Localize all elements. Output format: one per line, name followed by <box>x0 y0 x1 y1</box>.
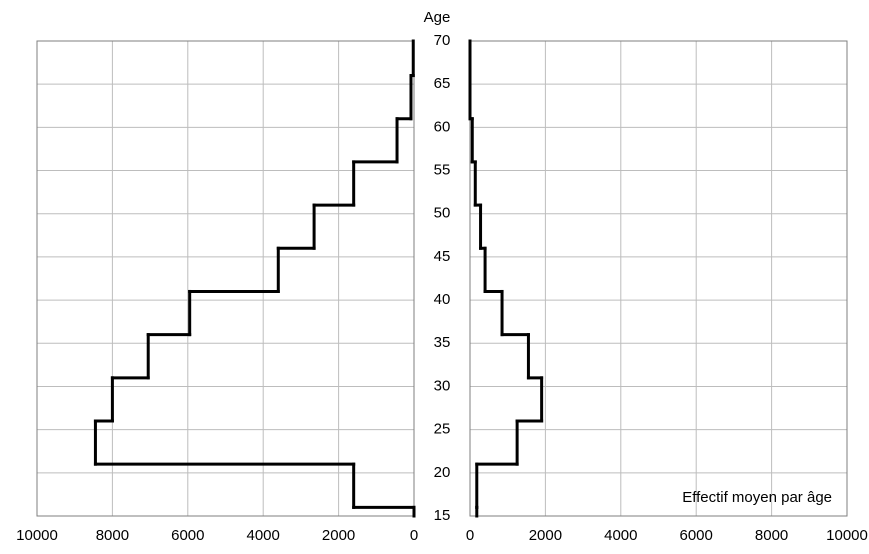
y-tick-label: 25 <box>434 421 451 438</box>
x-tick-label: 6000 <box>171 527 204 544</box>
x-tick-label: 8000 <box>96 527 129 544</box>
y-tick-label: 35 <box>434 334 451 351</box>
plot-frame <box>36 40 415 517</box>
y-tick-label: 30 <box>434 377 451 394</box>
y-axis-title: Age <box>424 9 451 26</box>
plot-frame <box>469 40 848 517</box>
x-tick-label: 10000 <box>826 527 868 544</box>
y-tick-label: 65 <box>434 75 451 92</box>
x-tick-label: 4000 <box>604 527 637 544</box>
y-tick-label: 15 <box>434 507 451 524</box>
x-tick-label: 4000 <box>247 527 280 544</box>
x-tick-label: 8000 <box>755 527 788 544</box>
y-tick-label: 45 <box>434 248 451 265</box>
y-tick-label: 60 <box>434 118 451 135</box>
y-tick-label: 50 <box>434 205 451 222</box>
y-tick-label: 55 <box>434 162 451 179</box>
x-tick-label: 10000 <box>16 527 58 544</box>
y-tick-label: 70 <box>434 32 451 49</box>
x-tick-label: 0 <box>466 527 474 544</box>
y-tick-label: 20 <box>434 464 451 481</box>
x-tick-label: 2000 <box>529 527 562 544</box>
x-tick-label: 6000 <box>680 527 713 544</box>
annotation: Effectif moyen par âge <box>682 489 832 506</box>
y-tick-label: 40 <box>434 291 451 308</box>
x-tick-label: 2000 <box>322 527 355 544</box>
x-tick-label: 0 <box>410 527 418 544</box>
